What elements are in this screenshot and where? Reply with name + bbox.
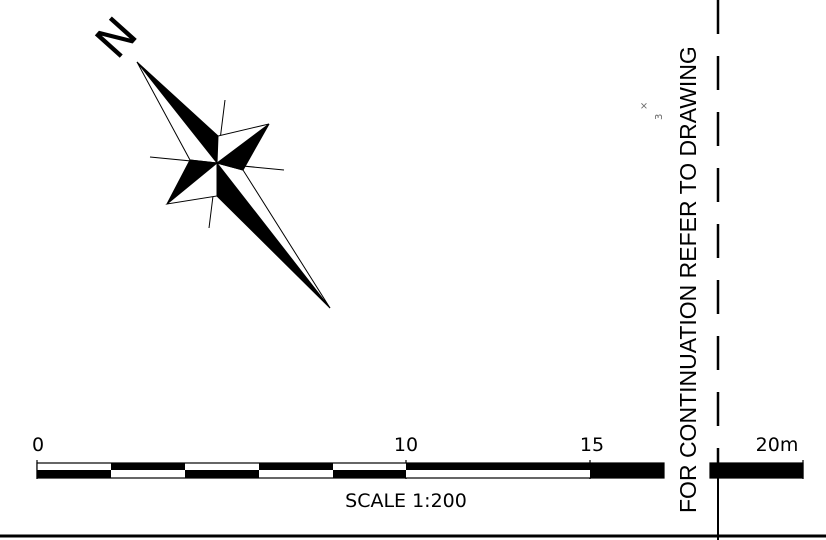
- stray-mark-3: 3: [654, 114, 665, 120]
- scale-seg-bot-4: [590, 463, 664, 478]
- compass-north-arm-light: [136, 61, 219, 164]
- continuation-note: FOR CONTINUATION REFER TO DRAWING: [675, 46, 701, 513]
- scale-seg-bot-2: [185, 470, 259, 478]
- continuation-line: FOR CONTINUATION REFER TO DRAWING: [675, 0, 720, 540]
- compass-south-arm-light: [215, 162, 331, 309]
- scale-tick-label-0: 0: [32, 434, 44, 456]
- north-arrow: N: [85, 7, 331, 309]
- north-label: N: [85, 7, 148, 69]
- scale-seg-top-2: [259, 463, 333, 470]
- scale-seg-top-1: [111, 463, 185, 470]
- compass-east-arm-light: [216, 123, 270, 165]
- scale-seg-right: [710, 463, 803, 478]
- stray-mark-x: ×: [639, 102, 650, 110]
- scale-tick-label-15: 15: [580, 434, 604, 456]
- scale-seg-bot-1: [37, 470, 111, 478]
- scale-bar: 0 10 15 20m SCALE 1:200: [32, 434, 804, 512]
- compass-west-arm-light: [165, 161, 218, 205]
- scale-caption: SCALE 1:200: [345, 490, 467, 512]
- scale-tick-label-10: 10: [394, 434, 418, 456]
- scale-tick-label-20m: 20m: [756, 434, 799, 456]
- scale-seg-top-3: [406, 463, 590, 470]
- scale-seg-bot-3: [333, 470, 406, 478]
